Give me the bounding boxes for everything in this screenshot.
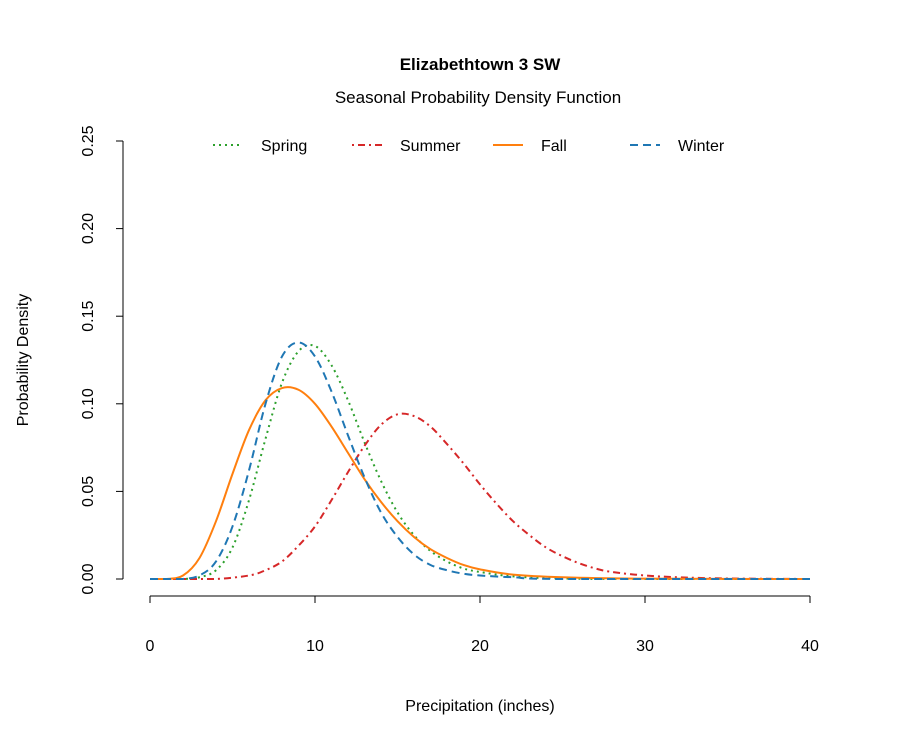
series-line-winter bbox=[150, 341, 810, 580]
x-tick-label: 30 bbox=[636, 638, 654, 655]
y-tick-label: 0.25 bbox=[80, 125, 97, 156]
y-tick-label: 0.20 bbox=[80, 213, 97, 244]
legend-label-fall: Fall bbox=[541, 138, 567, 155]
chart-title: Elizabethtown 3 SW bbox=[400, 55, 562, 74]
x-tick-label: 0 bbox=[146, 638, 155, 655]
series-line-spring bbox=[150, 343, 810, 581]
x-axis-label: Precipitation (inches) bbox=[405, 698, 554, 715]
legend-label-spring: Spring bbox=[261, 138, 307, 155]
y-tick-label: 0.05 bbox=[80, 476, 97, 507]
x-tick-label: 40 bbox=[801, 638, 819, 655]
legend-label-winter: Winter bbox=[678, 138, 725, 155]
chart-subtitle: Seasonal Probability Density Function bbox=[335, 88, 621, 107]
y-tick-label: 0.00 bbox=[80, 563, 97, 594]
series-line-fall bbox=[150, 386, 811, 580]
y-tick-label: 0.10 bbox=[80, 388, 97, 419]
y-tick-label: 0.15 bbox=[80, 301, 97, 332]
legend-label-summer: Summer bbox=[400, 138, 461, 155]
x-tick-label: 20 bbox=[471, 638, 489, 655]
x-tick-label: 10 bbox=[306, 638, 324, 655]
y-axis-label: Probability Density bbox=[15, 294, 32, 427]
series-line-summer bbox=[150, 412, 811, 580]
